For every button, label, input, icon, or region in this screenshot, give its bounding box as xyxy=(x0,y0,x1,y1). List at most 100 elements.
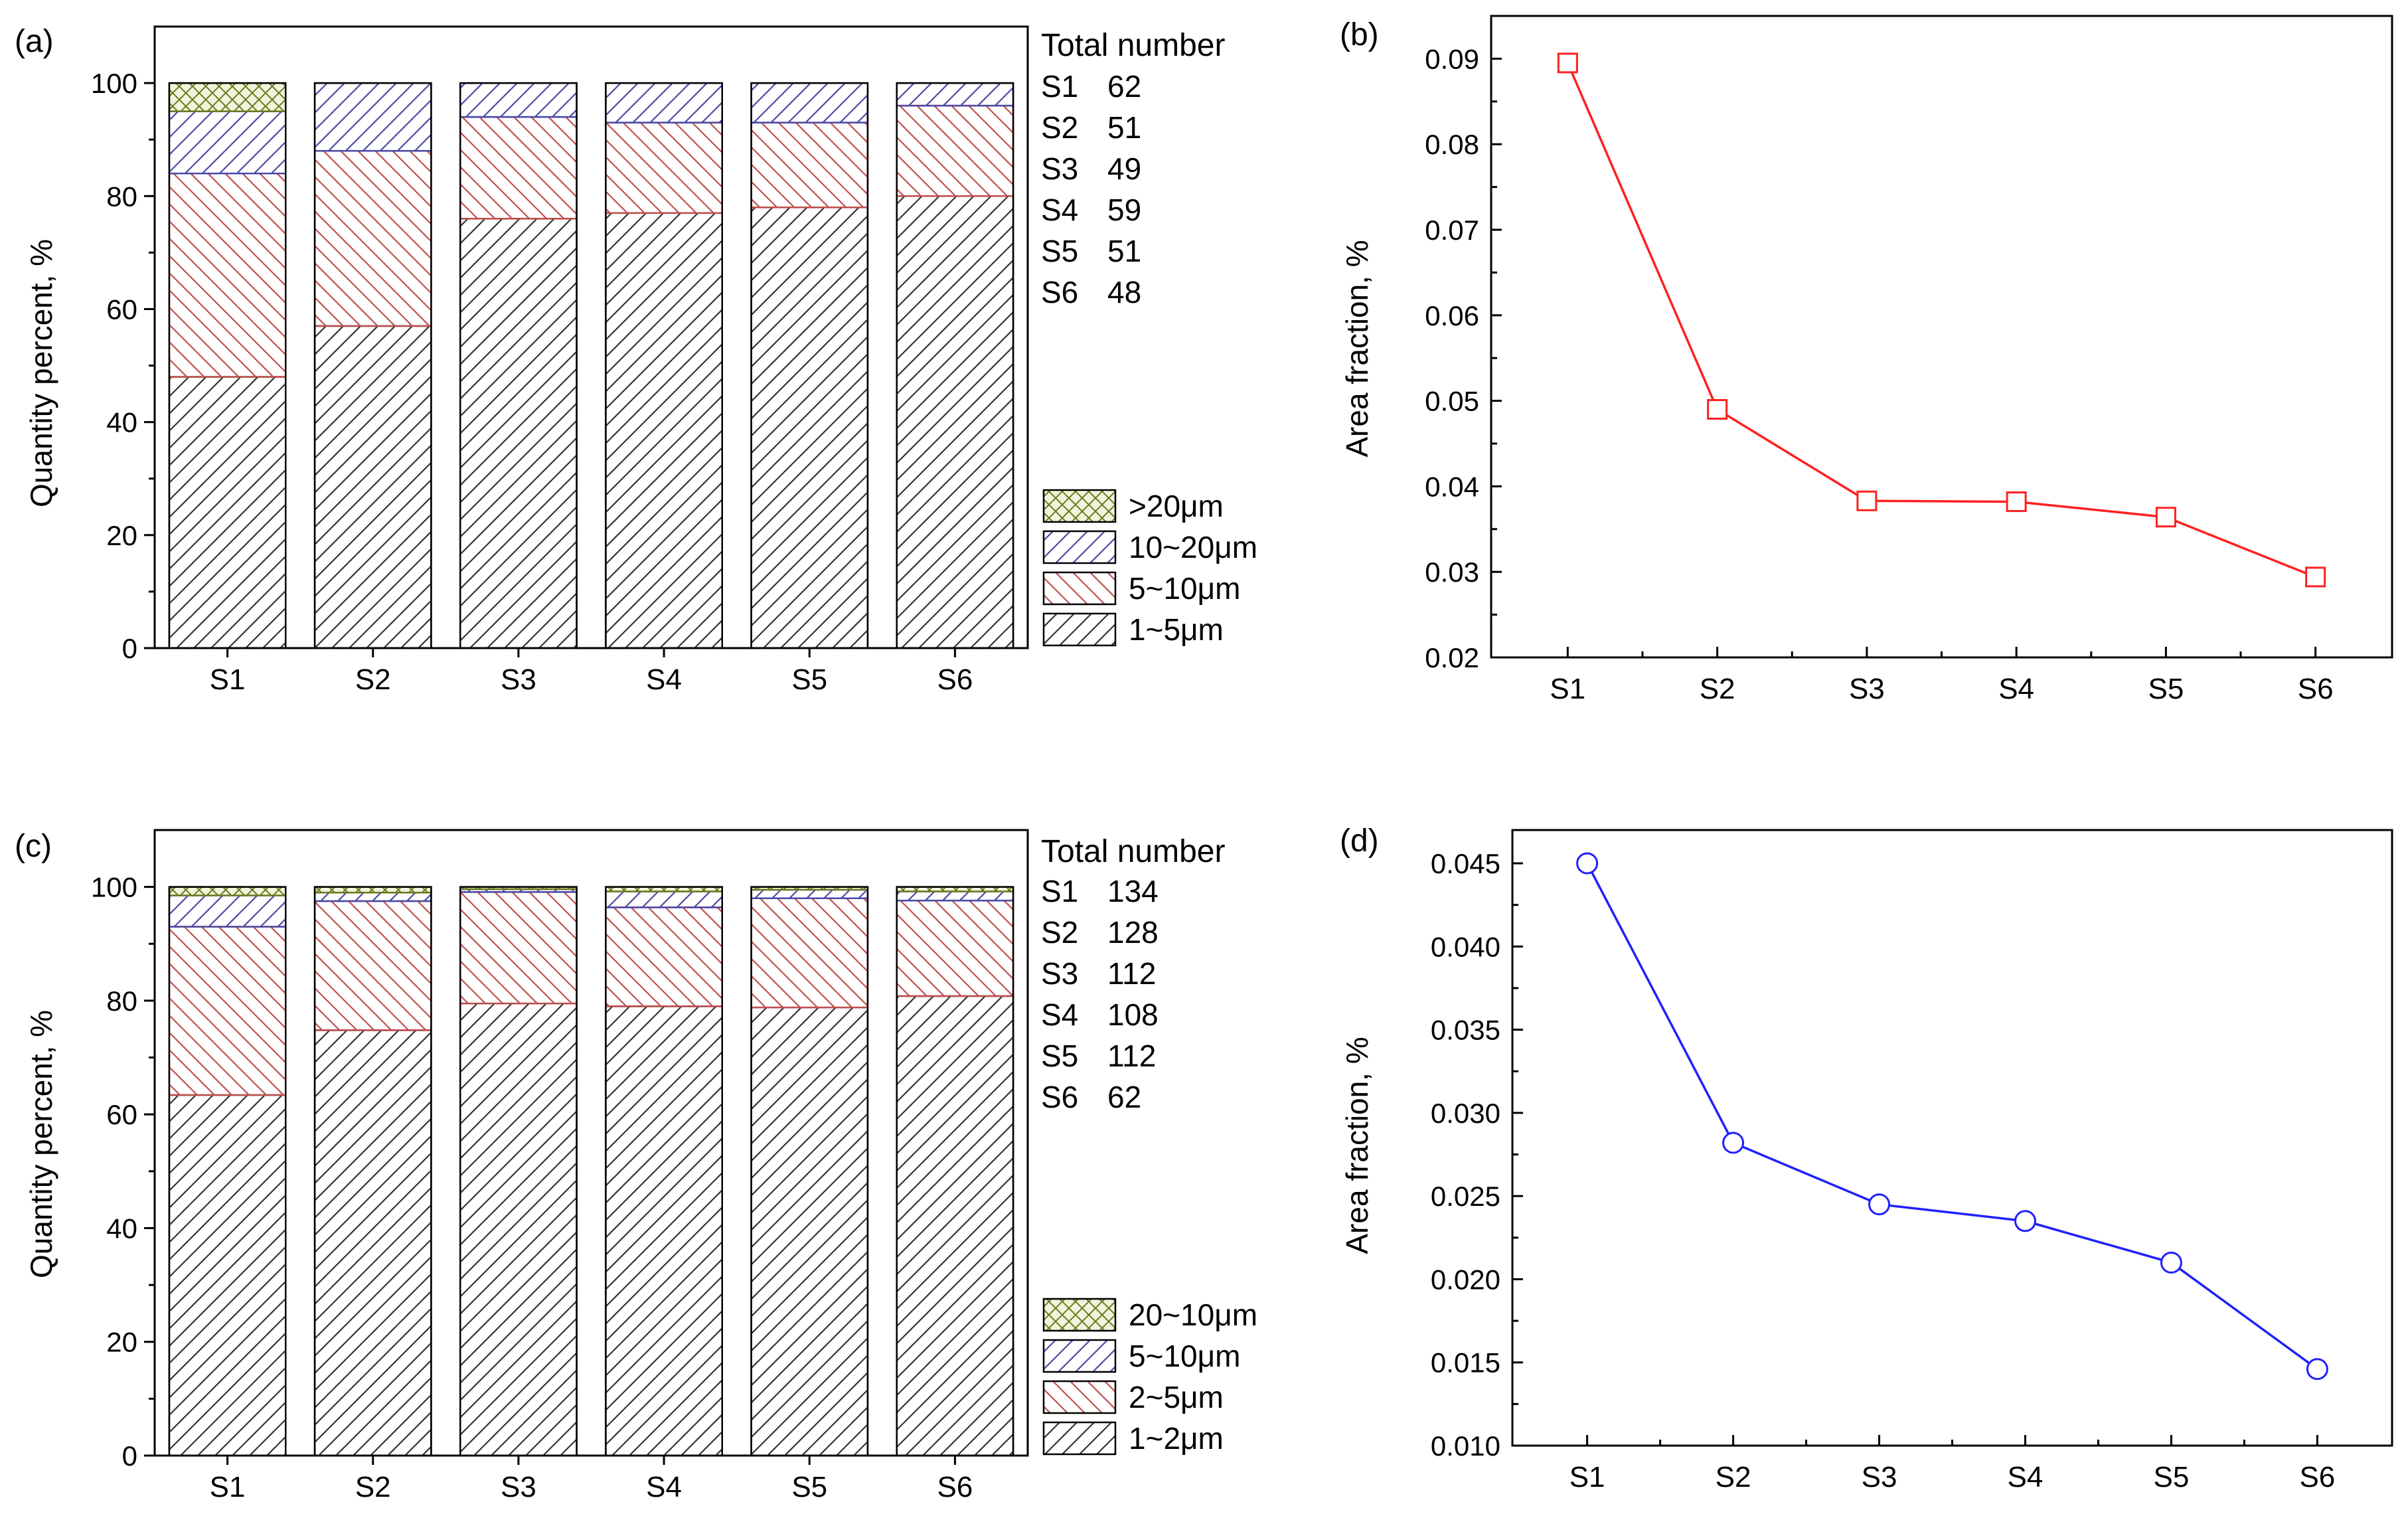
bar-segment-s6-2 xyxy=(896,899,1014,997)
x-tick-label-d: S4 xyxy=(2008,1461,2044,1493)
bar-segment-s4-1 xyxy=(605,212,724,649)
bar-segment-s6-3 xyxy=(896,82,1014,107)
series-line-d xyxy=(1586,863,2318,1371)
legend-swatch xyxy=(1042,571,1117,606)
total-row-label: S6 xyxy=(1041,275,1078,309)
y-tick-label-b: 0.04 xyxy=(1425,471,1479,502)
data-point-s2 xyxy=(1707,398,1728,420)
x-tick-label-c: S6 xyxy=(937,1471,973,1503)
plot-frame-b xyxy=(1490,15,2393,659)
legend-label: 1~5μm xyxy=(1129,612,1224,647)
x-tick-label-b: S2 xyxy=(1700,673,1735,705)
bar-segment-s5-1 xyxy=(750,1006,869,1457)
bar-segment-s4-2 xyxy=(605,122,724,214)
bar-segment-s1-4 xyxy=(168,886,287,896)
legend-label: 10~20μm xyxy=(1129,530,1257,564)
data-point-s3 xyxy=(1868,1193,1891,1216)
total-row-label: S4 xyxy=(1041,193,1078,227)
x-tick-label-a: S6 xyxy=(937,663,973,696)
y-tick-label-b: 0.08 xyxy=(1425,129,1479,160)
total-row-label: S3 xyxy=(1041,151,1078,186)
bar-outline-s4 xyxy=(605,886,724,1457)
bar-segment-s3-2 xyxy=(459,116,578,220)
total-row-label: S1 xyxy=(1041,874,1078,908)
total-row-label: S2 xyxy=(1041,110,1078,145)
bar-outline-s5 xyxy=(750,82,869,649)
x-tick-label-a: S1 xyxy=(210,663,246,696)
bar-outline-s4 xyxy=(605,82,724,649)
total-number-table-c: S1 134 S2 128 S3 112 S4 108 S5 112 S6 62 xyxy=(1041,874,1159,1114)
y-tick-label-a: 100 xyxy=(91,68,137,99)
bar-segment-s5-3 xyxy=(750,888,869,900)
panel-c-stacked-bar-chart: (c) Quantity percent, % 0 20 40 60 80 100 S1 S2… xyxy=(15,829,1257,1503)
bar-outline-s5 xyxy=(750,886,869,1457)
legend-c: 20~10μm 5~10μm 2~5μm 1~2μm xyxy=(1042,1298,1257,1456)
y-tick-label-d: 0.030 xyxy=(1431,1098,1500,1129)
total-row-value: 134 xyxy=(1107,874,1159,908)
x-tick-label-a: S4 xyxy=(646,663,682,696)
data-point-s3 xyxy=(1856,490,1878,511)
total-row-label: S5 xyxy=(1041,1039,1078,1073)
legend-swatch xyxy=(1042,489,1117,523)
total-row-value: 62 xyxy=(1107,1080,1141,1114)
data-point-s5 xyxy=(2160,1251,2182,1274)
panel-label-c: (c) xyxy=(15,829,52,864)
bar-segment-s3-2 xyxy=(459,891,578,1005)
legend-a: >20μm 10~20μm 5~10μm 1~5μm xyxy=(1042,489,1257,647)
bar-outline-s1 xyxy=(168,886,287,1457)
y-tick-label-a: 80 xyxy=(106,181,137,212)
bar-segment-s6-3 xyxy=(896,890,1014,902)
panel-label-a: (a) xyxy=(15,24,54,59)
axes-a: 0 20 40 60 80 100 S1 S2 S3 S4 S5 S6 xyxy=(91,25,1029,696)
x-tick-label-b: S4 xyxy=(1998,673,2034,705)
bar-outline-s6 xyxy=(896,886,1014,1457)
series-line-b xyxy=(1566,62,2316,578)
data-point-s6 xyxy=(2305,566,2326,588)
legend-label: >20μm xyxy=(1129,489,1224,523)
total-row-value: 62 xyxy=(1107,69,1141,104)
bar-segment-s5-1 xyxy=(750,207,869,649)
series-d xyxy=(1576,852,2328,1381)
bar-segment-s5-2 xyxy=(750,122,869,209)
x-tick-label-a: S3 xyxy=(501,663,536,696)
legend-swatch xyxy=(1042,1339,1117,1373)
bar-segment-s1-3 xyxy=(168,110,287,175)
y-tick-label-d: 0.040 xyxy=(1431,931,1500,962)
x-tick-label-c: S3 xyxy=(501,1471,536,1503)
y-tick-label-a: 40 xyxy=(106,407,137,438)
x-tick-label-a: S5 xyxy=(791,663,827,696)
x-tick-label-c: S5 xyxy=(791,1471,827,1503)
axes-c: 0 20 40 60 80 100 S1 S2 S3 S4 S5 S6 xyxy=(91,829,1029,1503)
total-row-label: S5 xyxy=(1041,234,1078,268)
bar-segment-s2-1 xyxy=(313,325,432,649)
bar-segment-s2-4 xyxy=(313,886,432,894)
bar-segment-s2-1 xyxy=(313,1029,432,1457)
total-row-value: 49 xyxy=(1107,151,1141,186)
total-number-title-c: Total number xyxy=(1041,834,1225,869)
legend-swatch xyxy=(1042,1421,1117,1456)
x-tick-label-c: S1 xyxy=(210,1471,246,1503)
bar-segment-s2-2 xyxy=(313,149,432,327)
legend-swatch xyxy=(1042,612,1117,647)
y-tick-label-b: 0.07 xyxy=(1425,214,1479,246)
legend-label: 5~10μm xyxy=(1129,571,1240,606)
bar-segment-s1-2 xyxy=(168,926,287,1096)
bar-segment-s1-1 xyxy=(168,1094,287,1457)
bar-segment-s4-3 xyxy=(605,82,724,124)
legend-swatch xyxy=(1042,530,1117,564)
legend-label: 20~10μm xyxy=(1129,1298,1257,1332)
bar-segment-s2-3 xyxy=(313,891,432,902)
bar-outline-s2 xyxy=(313,886,432,1457)
bar-segment-s3-1 xyxy=(459,218,578,649)
total-row-value: 51 xyxy=(1107,234,1141,268)
bar-segment-s4-1 xyxy=(605,1005,724,1457)
bar-segment-s6-1 xyxy=(896,195,1014,649)
y-tick-label-d: 0.045 xyxy=(1431,848,1500,879)
total-row-label: S2 xyxy=(1041,915,1078,950)
data-point-s1 xyxy=(1576,852,1599,875)
bar-segment-s2-3 xyxy=(313,82,432,152)
y-tick-label-c: 20 xyxy=(106,1327,137,1358)
y-tick-label-a: 60 xyxy=(106,294,137,325)
y-tick-label-c: 80 xyxy=(106,985,137,1017)
y-tick-label-b: 0.05 xyxy=(1425,386,1479,417)
